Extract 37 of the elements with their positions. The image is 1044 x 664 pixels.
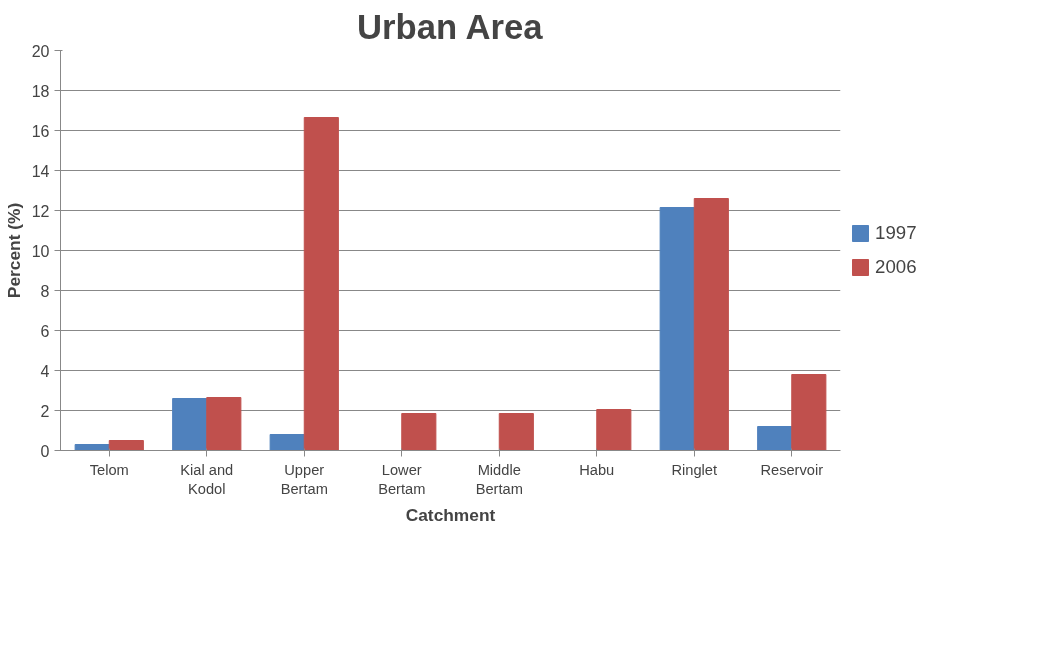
bar: [172, 398, 208, 451]
bar: [791, 374, 827, 451]
x-tick-label: Reservoir: [760, 461, 824, 478]
bar: [757, 426, 793, 451]
bar: [108, 440, 144, 451]
y-tick-label: 12: [31, 202, 50, 220]
y-tick-label: 8: [40, 282, 50, 300]
x-axis-title: Catchment: [405, 504, 496, 525]
x-tick-label: Upper Bertam: [280, 461, 328, 497]
bar: [269, 434, 305, 451]
bar: [74, 444, 110, 451]
y-tick-label: 16: [31, 122, 50, 140]
x-tick-label: Lower Bertam: [378, 461, 426, 497]
bar: [693, 198, 729, 451]
bar: [596, 409, 632, 451]
x-tick-label: Kial and Kodol: [180, 461, 234, 497]
y-tick-label: 6: [40, 322, 50, 340]
x-tick-label: Habu: [579, 461, 615, 478]
bar: [498, 413, 534, 451]
chart-title: Urban Area: [357, 7, 544, 46]
bar: [401, 413, 437, 451]
bar: [303, 117, 339, 451]
y-tick-label: 14: [31, 162, 50, 180]
y-tick-label: 2: [40, 402, 50, 420]
y-tick-label: 4: [40, 362, 50, 380]
y-tick-label: 20: [31, 42, 50, 60]
y-tick-label: 0: [40, 442, 50, 460]
y-tick-label: 10: [31, 242, 50, 260]
y-axis-title: Percent (%): [3, 202, 24, 299]
legend-label: 2006: [875, 256, 917, 278]
x-tick-label: Telom: [89, 461, 129, 478]
legend-label: 1997: [875, 222, 917, 244]
x-tick-label: Middle Bertam: [475, 461, 523, 497]
bar: [206, 397, 242, 451]
bar: [659, 207, 695, 451]
x-tick-label: Ringlet: [671, 461, 718, 478]
y-tick-label: 18: [31, 82, 50, 100]
